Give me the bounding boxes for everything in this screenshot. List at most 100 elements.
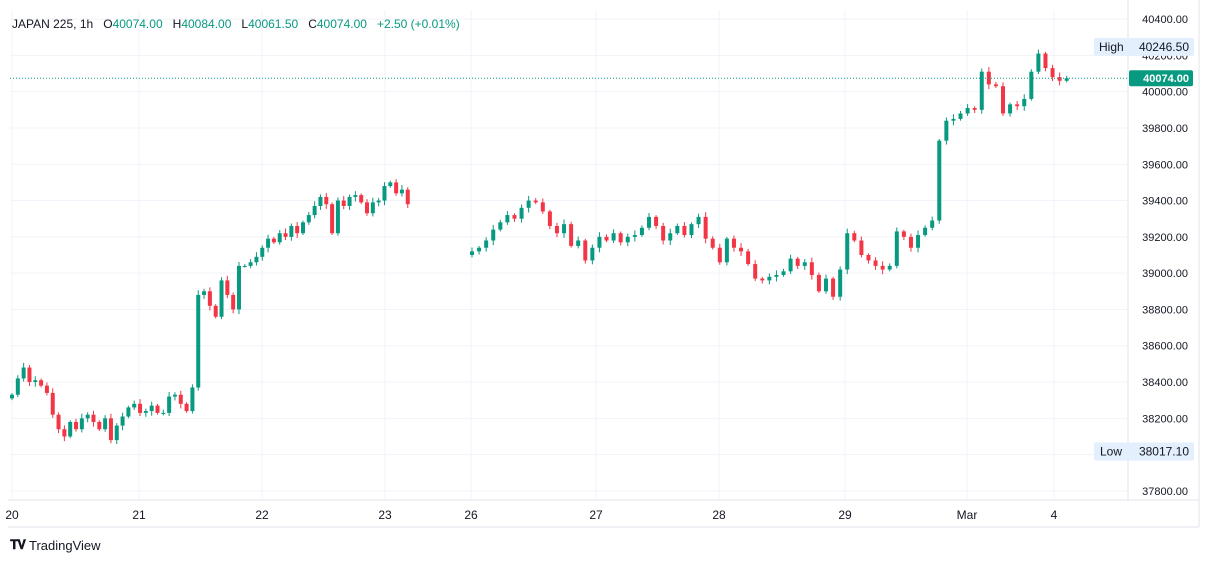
candle-body [39,380,44,386]
candle-body [866,255,871,261]
candle-down [816,272,821,294]
candle-body [132,403,137,408]
candle-body [739,247,744,252]
candle-body [505,215,510,223]
candle-up [143,408,148,417]
candle-down [44,382,49,396]
candle-body [271,238,276,243]
candle-body [365,202,370,214]
candle-up [788,254,793,274]
candle-down [295,222,300,238]
candle-body [576,240,581,246]
candle-body [382,186,387,201]
candle-body [873,260,878,266]
candle-down [618,231,623,246]
price-tick-label: 39600.00 [1142,159,1188,171]
candle-up [219,277,224,320]
candle-body [484,240,489,248]
grid [8,0,1200,528]
candle-up [172,392,177,401]
candle-down [231,292,236,314]
high-value: 40084.00 [181,17,232,31]
candle-up [120,412,125,431]
candle-up [491,224,496,246]
price-tick-label: 39200.00 [1142,232,1188,244]
candle-body [196,294,201,388]
candle-up [85,412,90,423]
tradingview-attribution[interactable]: 𝐓𝐕 TradingView [10,537,101,553]
candle-body [689,224,694,236]
candle-down [710,236,715,250]
candle-body [103,418,108,430]
candle-up [675,223,680,235]
candle-down [271,236,276,245]
candle-down [1057,72,1062,86]
candle-body [21,367,26,379]
candle-up [161,409,166,416]
candle-body [845,233,850,270]
candle-up [668,228,673,246]
candle-up [845,228,850,275]
candle-body [901,231,906,237]
candle-body [554,225,559,234]
candle-down [859,236,864,258]
candle-body [937,140,942,221]
candle-body [632,235,637,237]
candle-up [824,274,828,294]
candle-body [498,222,503,230]
candle-body [597,236,602,248]
candle-down [993,81,998,88]
candle-body [207,291,212,306]
candle-body [27,367,32,383]
candle-down [56,412,61,434]
candle-body [724,238,729,263]
candle-down [795,256,800,270]
time-tick-label: 27 [589,508,603,522]
candle-body [376,200,381,203]
open-value: 40074.00 [112,17,163,31]
candle-body [143,411,148,413]
candle-up [625,233,630,247]
candle-body [213,305,218,317]
candle-down [604,234,609,243]
candle-up [335,197,340,236]
candle-body [831,278,836,297]
price-tick-label: 37800.00 [1142,486,1188,498]
candle-body [254,256,259,263]
symbol-name[interactable]: JAPAN 225 [12,17,74,31]
candle-up [597,232,602,253]
candle-up [944,117,949,145]
candle-body [887,265,892,270]
candle-body [242,265,247,267]
candle-up [248,259,253,269]
last-price-text: 40074.00 [1143,73,1189,85]
low-value: 40061.50 [248,17,299,31]
candle-body [944,120,949,141]
candle-down [753,260,758,282]
candle-body [477,247,482,252]
candle-up [930,216,935,231]
candle-body [172,394,177,397]
candle-down [324,193,329,209]
candle-up [376,198,381,207]
candle-up [196,290,201,391]
candle-down [682,222,687,238]
price-tick-label: 39400.00 [1142,196,1188,208]
candle-up [802,259,807,270]
candle-down [866,253,871,264]
candle-body [760,278,765,281]
candle-up [15,375,20,398]
candle-up [576,236,581,249]
low-label: L [241,17,249,31]
candle-body [491,229,496,241]
candle-up [1064,75,1069,83]
candle-body [979,71,984,110]
high-label: H [172,17,182,31]
candle-body [654,216,659,226]
candle-down [108,413,113,444]
interval-label[interactable]: 1h [79,17,94,31]
candle-down [138,399,143,417]
candle-up [126,405,131,419]
candle-body [880,265,885,270]
